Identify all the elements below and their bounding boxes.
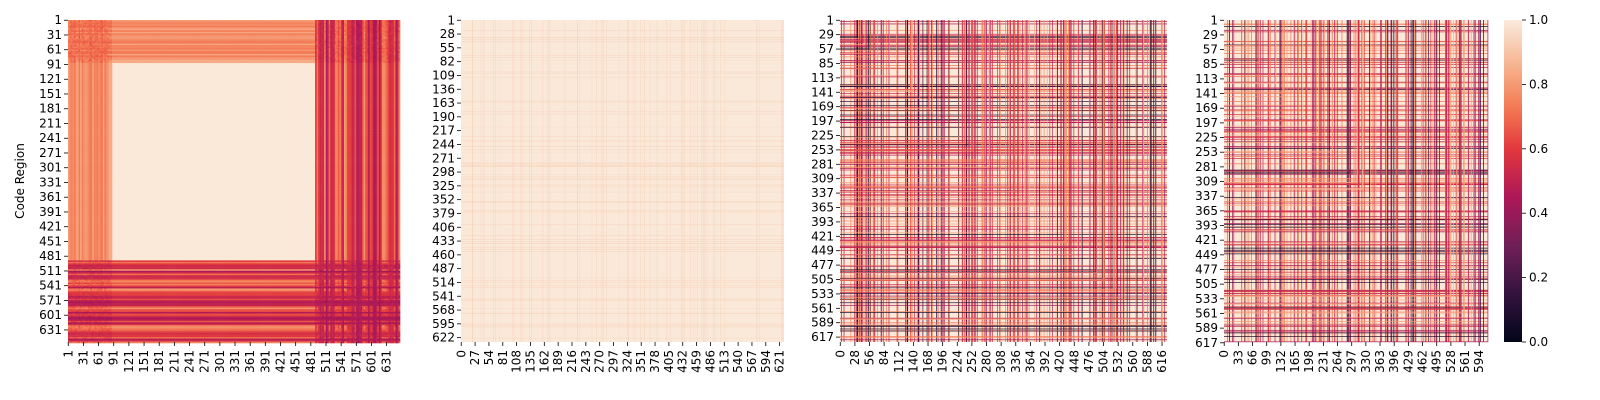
heatmap-panel-1: 1316191121151181211241271301331361391421… (13, 13, 400, 373)
